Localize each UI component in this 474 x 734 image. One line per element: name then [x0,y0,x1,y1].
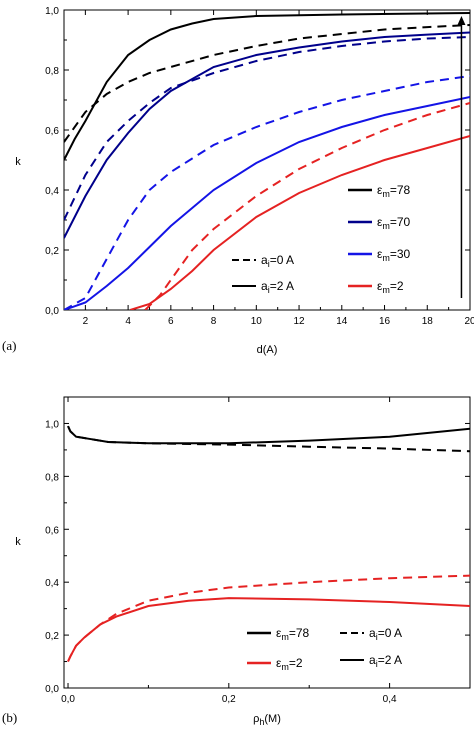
trend-arrow-head [457,16,466,25]
y-tick-label: 1,0 [45,6,59,17]
x-tick-label: 0,4 [383,694,397,705]
legend-style-label: ai=2 A [369,653,402,669]
x-tick-label: 16 [379,316,391,327]
x-tick-label: 6 [168,316,174,327]
y-tick-label: 0,4 [45,578,59,589]
series-line-7 [144,102,470,310]
legend-label: εm=30 [377,247,411,263]
series-line-0 [64,12,470,161]
y-tick-label: 1,0 [45,419,59,430]
y-tick-label: 0,2 [45,246,59,257]
legend-style-label: ai=2 A [261,279,294,295]
y-tick-label: 0,8 [45,66,59,77]
x-tick-label: 4 [125,316,131,327]
legend-label: εm=78 [276,626,310,642]
series-line-3 [67,574,470,662]
y-tick-label: 0,8 [45,472,59,483]
chart-panel-b: 0,0 0,2 0,4 0,6 0,8 1,0 0,0 0,2 0,4 k ρh(M) (b) εm=7… [2,396,471,727]
y-axis-label: k [15,156,21,168]
y-tick-label: 0,0 [45,306,59,317]
legend-style-label: ai=0 A [369,626,402,642]
legend-label: εm=70 [377,215,411,231]
legend-label: εm=2 [377,279,404,295]
legend-label: εm=78 [377,183,411,199]
legend-style-label: ai=0 A [261,253,294,269]
plot-frame [63,396,471,689]
panel-label: (a) [2,338,16,353]
series-line-3 [64,36,470,221]
panel-label: (b) [2,710,17,725]
series-line-0 [67,425,470,445]
series-line-1 [64,24,470,143]
y-tick-label: 0,6 [45,525,59,536]
x-axis-label: d(A) [257,344,278,356]
series-line-5 [64,75,470,310]
x-tick-label: 8 [211,316,217,327]
series-line-2 [64,31,470,239]
y-axis-label: k [15,536,21,548]
y-tick-label: 0,4 [45,186,59,197]
series-line-6 [129,135,470,310]
x-tick-label: 2 [83,316,89,327]
series-line-2 [67,597,470,662]
x-tick-label: 12 [293,316,305,327]
series-line-1 [67,425,470,453]
x-tick-label: 18 [422,316,434,327]
x-tick-label: 10 [251,316,263,327]
series-line-4 [64,96,470,310]
x-axis-label: ρh(M) [253,713,281,727]
y-tick-label: 0,6 [45,126,59,137]
x-tick-label: 0,2 [222,694,236,705]
y-tick-label: 0,0 [45,684,59,695]
y-tick-label: 0,2 [45,631,59,642]
legend-label: εm=2 [276,656,303,672]
x-tick-label: 14 [336,316,348,327]
x-tick-label: 20 [464,316,474,327]
chart-panel-a: 0,0 0,2 0,4 0,6 0,8 1,0 2 4 6 8 10 12 14 16 18 20 k d(A) (… [2,6,474,356]
x-tick-label: 0,0 [61,694,75,705]
